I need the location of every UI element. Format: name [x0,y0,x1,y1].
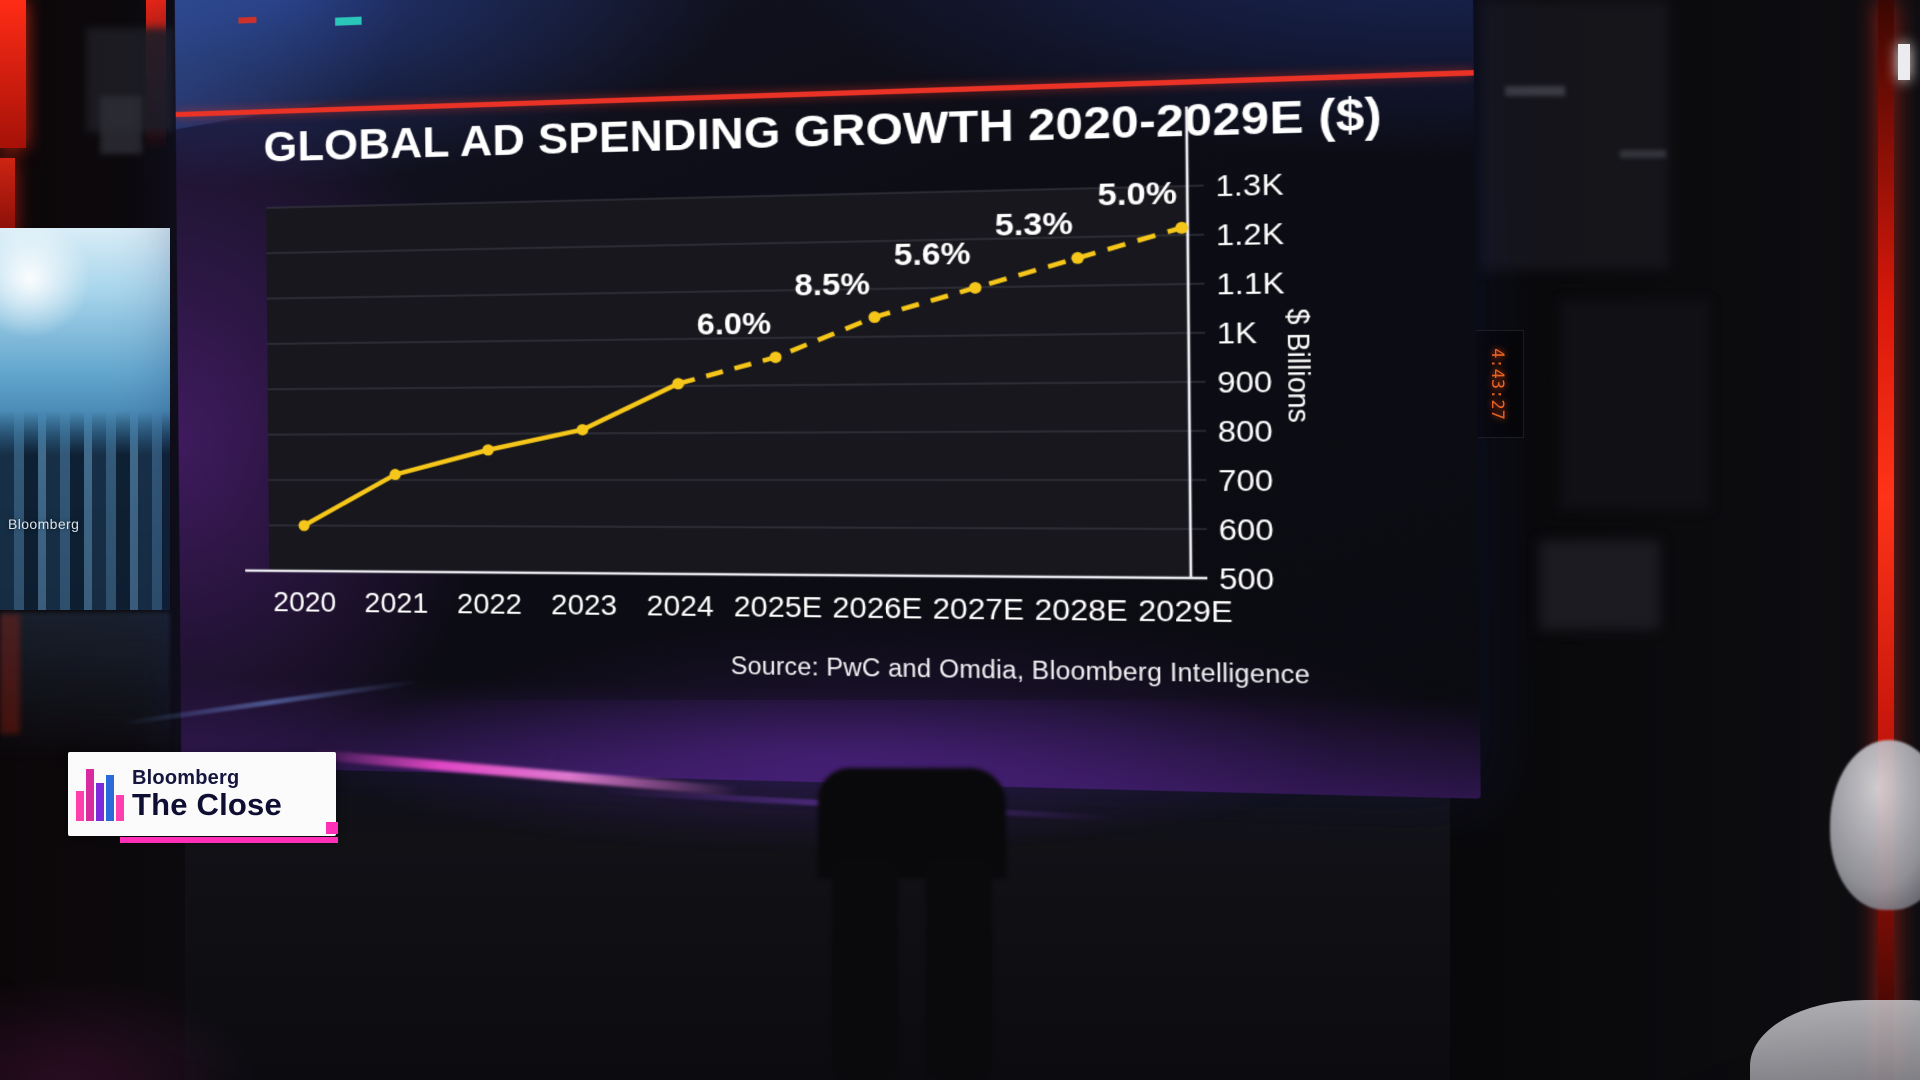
y-tick-label: 1.2K [1216,216,1285,251]
point-label: 5.3% [995,206,1073,243]
logo-accent-square [326,822,338,834]
studio-rig [1560,300,1710,510]
rig-highlight [1620,150,1666,158]
y-tick-label: 900 [1217,365,1273,400]
point-label: 5.6% [894,236,971,273]
data-point [389,468,401,481]
show-logo: Bloomberg The Close [68,752,338,843]
studio-left-wall: Bloomberg [0,0,185,1080]
y-tick-label: 1K [1217,316,1258,351]
person-silhouette [818,768,1006,1080]
studio-lamp [1898,44,1910,80]
y-tick-label: 1.1K [1216,266,1285,301]
broadcast-chart-screen: GLOBAL AD SPENDING GROWTH 2020-2029E ($)… [174,0,1481,799]
point-label: 8.5% [794,266,870,302]
x-tick-label: 2029E [1138,594,1233,629]
logo-show-name: The Close [132,786,282,822]
teal-light-chip [335,16,362,26]
studio-rig [1480,0,1670,270]
studio-rig [100,96,142,154]
y-tick-label: 1.3K [1215,167,1284,203]
corner-glow [0,930,320,1080]
city-screen-watermark: Bloomberg [8,516,80,532]
studio-stool [1830,740,1920,910]
x-tick-label: 2026E [832,591,922,625]
studio-right-wall: 4:43:27 [1450,0,1920,1080]
x-tick-label: 2022 [457,587,522,620]
logo-underline [120,837,338,843]
x-tick-label: 2028E [1034,593,1127,628]
red-light-chip [238,16,257,24]
studio-table [1750,1000,1920,1080]
rig-highlight [1540,540,1660,630]
red-light-strip [0,158,15,236]
rig-highlight [1505,86,1565,96]
x-tick-label: 2025E [734,590,823,624]
red-light-strip [0,0,26,148]
y-tick-label: 500 [1219,562,1275,597]
ad-spending-line-chart: 500 600 700 800 900 1K 1.1K 1.2K 1.3K 2020 2021 202… [256,154,1285,629]
red-light-strip [1878,0,1894,1080]
background-city-screen: Bloomberg [0,228,170,610]
x-tick-label: 2024 [647,589,714,622]
plot-area [266,185,1191,578]
x-tick-label: 2021 [364,587,428,619]
floor-reflection [0,612,170,762]
logo-skyline-icon [76,763,126,825]
city-skyline [0,411,170,610]
point-label: 6.0% [697,307,772,343]
logo-text: Bloomberg The Close [132,766,282,822]
logo-brand: Bloomberg [132,766,240,789]
data-point [298,519,310,532]
x-tick-label: 2020 [273,586,336,618]
studio-clock-time: 4:43:27 [1487,348,1507,420]
y-axis-title: $ Billions [1280,308,1318,423]
chart-plot-container: 500 600 700 800 900 1K 1.1K 1.2K 1.3K 2020 2021 202… [256,154,1382,685]
y-tick-label: 800 [1218,414,1274,448]
studio-clock: 4:43:27 [1470,330,1524,438]
y-tick-label: 600 [1218,513,1274,547]
red-reflection [0,614,20,734]
sky-glow [0,228,90,338]
data-point [482,444,494,456]
x-tick-label: 2027E [932,592,1024,626]
data-point [672,377,685,390]
data-point [576,423,589,436]
person-leg [926,858,992,1080]
point-label: 5.0% [1097,175,1177,213]
person-leg [832,858,898,1080]
y-tick-label: 700 [1218,463,1274,497]
x-tick-label: 2023 [551,588,617,621]
